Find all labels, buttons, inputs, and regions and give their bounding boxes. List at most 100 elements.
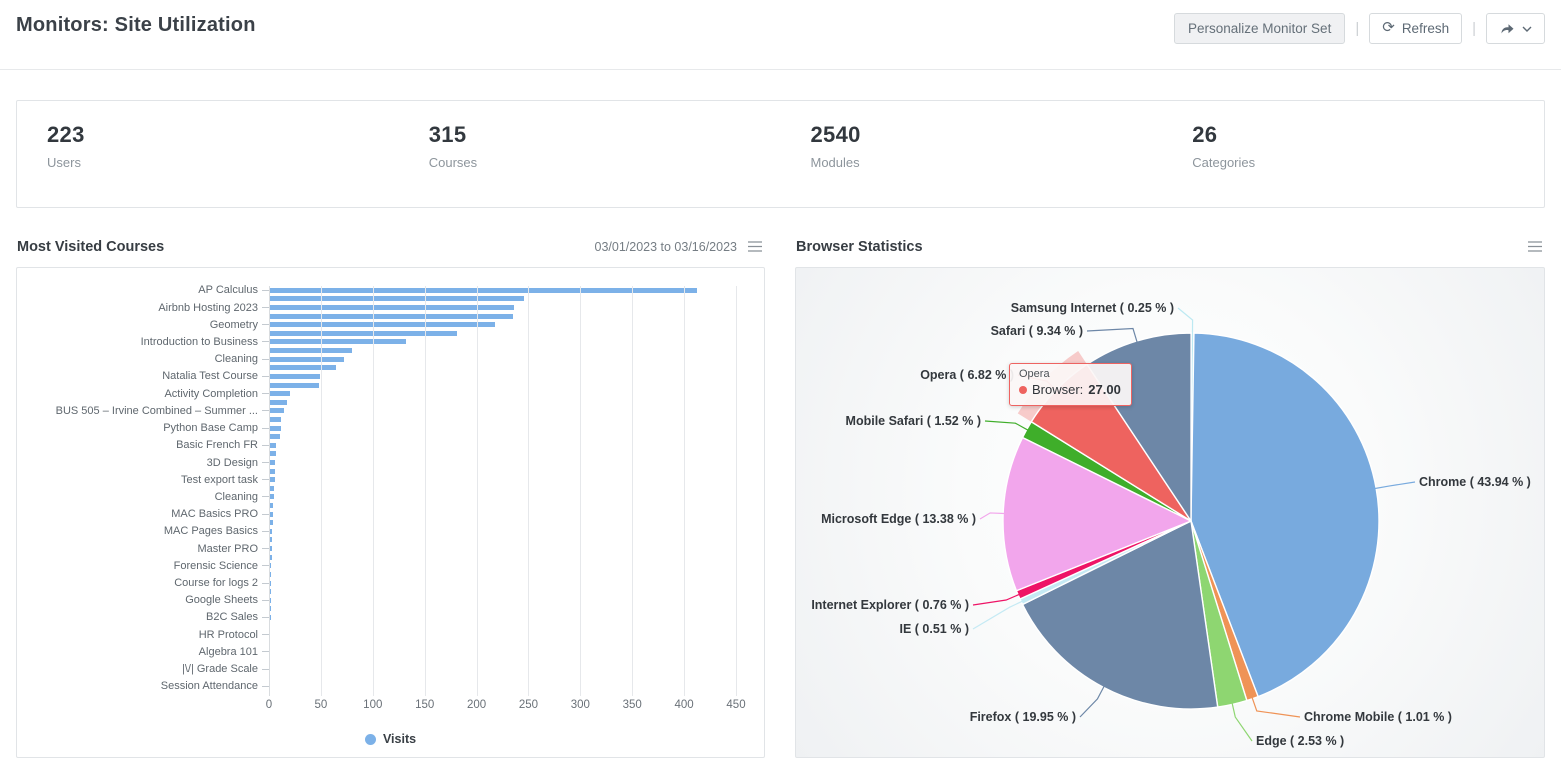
category-label: Cleaning — [17, 353, 269, 365]
bar-3d-design[interactable] — [269, 459, 276, 465]
pie-label-opera: Opera ( 6.82 % ) — [920, 368, 1014, 382]
legend-label: Visits — [382, 732, 417, 746]
pie-chart-card: Opera Browser: 27.00 Samsung Internet ( … — [795, 267, 1545, 758]
category-label: MAC Basics PRO — [17, 508, 269, 520]
bar-bus-505-irvine-combined-summer-[interactable] — [269, 408, 284, 414]
stat-categories-value: 26 — [1192, 122, 1218, 147]
legend-marker-icon — [364, 733, 376, 745]
stat-categories-label: Categories — [1192, 155, 1256, 170]
most-visited-courses-panel: Most Visited Courses 03/01/2023 to 03/16… — [16, 226, 765, 758]
bar-mac-pages-basics[interactable] — [269, 528, 273, 534]
bar-course-for-logs-2[interactable] — [269, 580, 272, 586]
bar-value-axis: 0 50 100 150 200 250 300 350 400 450 — [265, 699, 764, 715]
pie-chart-menu-icon[interactable] — [1526, 239, 1544, 254]
bar-unlabeled[interactable] — [269, 468, 276, 474]
gridline — [580, 286, 582, 696]
bar-mac-basics-pro[interactable] — [269, 511, 274, 517]
bar-unlabeled[interactable] — [269, 554, 273, 560]
bar-cleaning[interactable] — [269, 494, 275, 500]
stat-modules: 2540 Modules — [781, 101, 1163, 207]
pie-label-firefox: Firefox ( 19.95 % ) — [969, 710, 1076, 724]
bar-unlabeled[interactable] — [269, 365, 337, 371]
bar-unlabeled[interactable] — [269, 382, 319, 388]
bar-unlabeled[interactable] — [269, 520, 274, 526]
stat-users-label: Users — [47, 155, 81, 170]
legend-visits[interactable]: Visits — [17, 732, 764, 746]
bar-unlabeled[interactable] — [269, 571, 272, 577]
bar-unlabeled[interactable] — [269, 416, 282, 422]
bar-airbnb-hosting-2023[interactable] — [269, 305, 514, 311]
bar-geometry[interactable] — [269, 322, 496, 328]
pie-panel-title: Browser Statistics — [796, 238, 923, 255]
bar-unlabeled[interactable] — [269, 589, 272, 595]
stat-courses-label: Courses — [428, 155, 478, 170]
bar-chart-card: AP Calculus Airbnb Hosting 2023 Geometry In… — [16, 267, 765, 758]
category-label: Natalia Test Course — [17, 370, 269, 382]
bar-master-pro[interactable] — [269, 546, 273, 552]
category-label: Algebra 101 — [17, 646, 269, 658]
bar-unlabeled[interactable] — [269, 451, 277, 457]
divider: | — [1355, 20, 1360, 37]
bar-forensic-science[interactable] — [269, 563, 272, 569]
browser-statistics-panel: Browser Statistics Opera Browser: 27.00 … — [795, 226, 1545, 758]
bar-unlabeled[interactable] — [269, 606, 272, 612]
personalize-monitor-set-button[interactable]: Personalize Monitor Set — [1174, 13, 1346, 44]
bar-unlabeled[interactable] — [269, 296, 525, 302]
bar-python-base-camp[interactable] — [269, 425, 282, 431]
category-label: Geometry — [17, 319, 269, 331]
bar-test-export-task[interactable] — [269, 477, 276, 483]
bar-google-sheets[interactable] — [269, 597, 272, 603]
bar-cleaning[interactable] — [269, 356, 344, 362]
share-button[interactable] — [1486, 13, 1545, 44]
category-label: |\/| Grade Scale — [17, 663, 269, 675]
pie-label-edge: Edge ( 2.53 % ) — [1256, 734, 1345, 748]
bar-unlabeled[interactable] — [269, 503, 274, 509]
pie-leader-line — [972, 592, 1023, 606]
bar-unlabeled[interactable] — [269, 330, 457, 336]
bar-introduction-to-business[interactable] — [269, 339, 406, 345]
category-label: Course for logs 2 — [17, 577, 269, 589]
bar-activity-completion[interactable] — [269, 391, 290, 397]
gridline — [684, 286, 686, 696]
gridline — [528, 286, 530, 696]
refresh-button[interactable]: ⟳ Refresh — [1369, 13, 1463, 44]
category-label: Master PRO — [17, 543, 269, 555]
category-label: MAC Pages Basics — [17, 525, 269, 537]
bar-b2c-sales[interactable] — [269, 614, 272, 620]
bar-unlabeled[interactable] — [269, 313, 513, 319]
tooltip-series-dot-icon — [1019, 385, 1027, 394]
pie-label-safari: Safari ( 9.34 % ) — [990, 324, 1083, 338]
bar-unlabeled[interactable] — [269, 434, 281, 440]
stat-modules-value: 2540 — [810, 122, 861, 147]
x-tick-label: 50 — [314, 699, 328, 711]
header-actions: Personalize Monitor Set | ⟳ Refresh | — [1174, 13, 1545, 44]
bar-unlabeled[interactable] — [269, 399, 287, 405]
bar-panel-title: Most Visited Courses — [17, 238, 165, 255]
pie-label-microsoft-edge: Microsoft Edge ( 13.38 % ) — [821, 512, 976, 526]
stats-summary-card: 223 Users 315 Courses 2540 Modules 26 Ca… — [16, 100, 1545, 208]
bar-basic-french-fr[interactable] — [269, 442, 277, 448]
divider: | — [1472, 20, 1476, 37]
gridline — [269, 286, 270, 696]
page-title: Monitors: Site Utilization — [16, 14, 256, 36]
bar-unlabeled[interactable] — [269, 348, 353, 354]
category-label: AP Calculus — [17, 284, 269, 296]
page-header: Monitors: Site Utilization Personalize M… — [0, 0, 1561, 70]
category-label: Session Attendance — [17, 680, 269, 692]
category-label: Basic French FR — [17, 439, 269, 451]
bar-natalia-test-course[interactable] — [269, 373, 320, 379]
bar-unlabeled[interactable] — [269, 485, 275, 491]
pie-label-samsung-internet: Samsung Internet ( 0.25 % ) — [1010, 301, 1174, 315]
gridline — [424, 286, 426, 696]
x-tick-label: 400 — [674, 699, 694, 711]
category-label: Activity Completion — [17, 388, 269, 400]
pie-leader-line — [1230, 700, 1253, 742]
bar-ap-calculus[interactable] — [269, 287, 697, 293]
pie-leader-line — [1250, 694, 1301, 718]
bar-chart-menu-icon[interactable] — [746, 239, 764, 254]
bar-unlabeled[interactable] — [269, 537, 273, 543]
pie-label-internet-explorer: Internet Explorer ( 0.76 % ) — [811, 598, 969, 612]
x-tick-label: 0 — [265, 699, 273, 711]
pie-label-chrome: Chrome ( 43.94 % ) — [1419, 475, 1531, 489]
gridline — [476, 286, 478, 696]
